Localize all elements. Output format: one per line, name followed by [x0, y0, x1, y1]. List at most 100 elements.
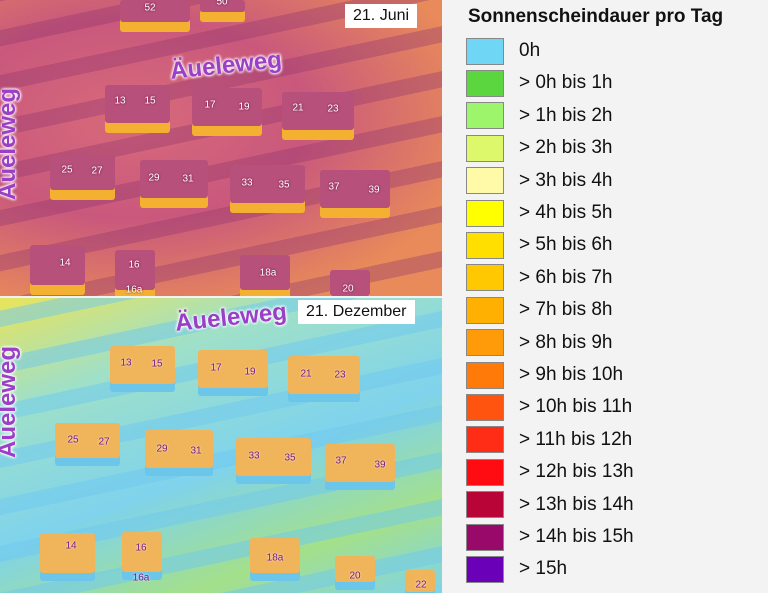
- building: [230, 165, 305, 203]
- building: [105, 85, 170, 123]
- house-number: 16: [135, 542, 147, 554]
- building: [122, 532, 162, 572]
- building: [330, 270, 370, 296]
- legend-swatch: [466, 102, 504, 130]
- legend-label: > 1h bis 2h: [519, 104, 613, 126]
- legend-swatch: [466, 458, 504, 486]
- legend-swatch: [466, 491, 504, 519]
- building: [240, 255, 290, 290]
- house-number: 31: [190, 445, 202, 457]
- house-number: 25: [61, 164, 73, 176]
- legend-item: > 5h bis 6h: [466, 230, 613, 260]
- legend-label: > 7h bis 8h: [519, 299, 613, 321]
- legend-item: > 13h bis 14h: [466, 490, 634, 520]
- house-number: 31: [182, 173, 194, 185]
- building: [236, 438, 311, 476]
- house-number: 14: [65, 540, 77, 552]
- legend-label: > 11h bis 12h: [519, 428, 633, 450]
- house-number: 27: [98, 436, 110, 448]
- map-panel-december[interactable]: Äueleweg Äueleweg 21. Dezember 13 15 17 19 2…: [0, 298, 442, 593]
- legend-label: > 14h bis 15h: [519, 526, 634, 547]
- building: [40, 533, 95, 573]
- legend-item: > 4h bis 5h: [466, 198, 613, 228]
- house-number: 18a: [259, 267, 277, 279]
- building: [288, 356, 360, 394]
- house-number: 19: [238, 101, 250, 113]
- legend-item: > 2h bis 3h: [466, 133, 613, 163]
- legend-item: > 7h bis 8h: [466, 295, 613, 325]
- house-number: 52: [144, 2, 156, 14]
- house-number: 39: [374, 459, 386, 471]
- legend-swatch: [466, 329, 504, 357]
- house-number: 14: [59, 257, 71, 269]
- building: [145, 430, 213, 468]
- date-label-december: 21. Dezember: [298, 300, 415, 324]
- house-number: 21: [300, 368, 312, 380]
- house-number: 37: [328, 181, 340, 193]
- building: [115, 250, 155, 290]
- building: [50, 155, 115, 190]
- house-number: 20: [349, 570, 361, 582]
- house-number: 22: [415, 579, 427, 591]
- legend-label: > 2h bis 3h: [519, 137, 613, 159]
- legend-label: > 10h bis 11h: [519, 396, 633, 418]
- legend-item: > 1h bis 2h: [466, 101, 613, 131]
- house-number: 13: [114, 95, 126, 107]
- date-label-june: 21. Juni: [345, 4, 418, 28]
- house-number: 16a: [132, 572, 150, 584]
- building: [320, 170, 390, 208]
- legend-swatch: [466, 167, 504, 195]
- house-number: 35: [278, 179, 290, 191]
- house-number: 37: [335, 455, 347, 467]
- house-number: 29: [148, 172, 160, 184]
- street-label-left: Äueleweg: [0, 345, 22, 459]
- legend-item: > 6h bis 7h: [466, 263, 613, 293]
- building: [192, 88, 262, 126]
- legend-item: > 15h: [466, 554, 567, 584]
- map-panel-june[interactable]: Äueleweg Äueleweg 21. Juni 52 50 13 15 17 19 2…: [0, 0, 442, 296]
- house-number: 17: [210, 362, 222, 374]
- house-number: 33: [248, 450, 260, 462]
- house-number: 20: [342, 283, 354, 295]
- house-number: 17: [204, 99, 216, 111]
- legend-label: > 15h: [519, 558, 568, 580]
- building: [200, 0, 245, 12]
- street-label-top: Äueleweg: [168, 46, 284, 85]
- street-label-top: Äueleweg: [173, 298, 289, 337]
- legend-label: > 0h bis 1h: [519, 72, 613, 94]
- legend-swatch: [466, 231, 504, 259]
- legend-item: > 9h bis 10h: [466, 360, 623, 390]
- house-number: 35: [284, 452, 296, 464]
- house-number: 21: [292, 102, 304, 114]
- house-number: 50: [216, 0, 228, 8]
- legend-label: > 6h bis 7h: [519, 266, 613, 288]
- legend-swatch: [466, 361, 504, 389]
- legend-item: > 14h bis 15h: [466, 522, 634, 552]
- legend-swatch: [466, 69, 504, 97]
- house-number: 39: [368, 184, 380, 196]
- legend-item: > 3h bis 4h: [466, 166, 613, 196]
- legend-swatch: [466, 393, 504, 421]
- legend-label: 0h: [519, 40, 541, 61]
- legend-swatch: [466, 199, 504, 227]
- legend-item: 0h: [466, 36, 540, 66]
- legend-label: > 12h bis 13h: [519, 461, 634, 483]
- house-number: 15: [144, 95, 156, 107]
- legend-swatch: [466, 296, 504, 324]
- street-label-left: Äueleweg: [0, 87, 22, 201]
- building: [335, 556, 375, 582]
- legend-swatch: [466, 264, 504, 292]
- legend-label: > 3h bis 4h: [519, 169, 613, 191]
- legend-swatch: [466, 555, 504, 583]
- building: [405, 570, 435, 592]
- house-number: 18a: [266, 552, 284, 564]
- building: [282, 92, 354, 130]
- legend-swatch: [466, 523, 504, 551]
- building: [325, 444, 395, 482]
- legend-title: Sonnenscheindauer pro Tag: [468, 6, 724, 27]
- legend-label: > 5h bis 6h: [519, 234, 613, 256]
- house-number: 29: [156, 443, 168, 455]
- building: [198, 350, 268, 388]
- legend-swatch: [466, 426, 504, 454]
- legend-item: > 11h bis 12h: [466, 425, 632, 455]
